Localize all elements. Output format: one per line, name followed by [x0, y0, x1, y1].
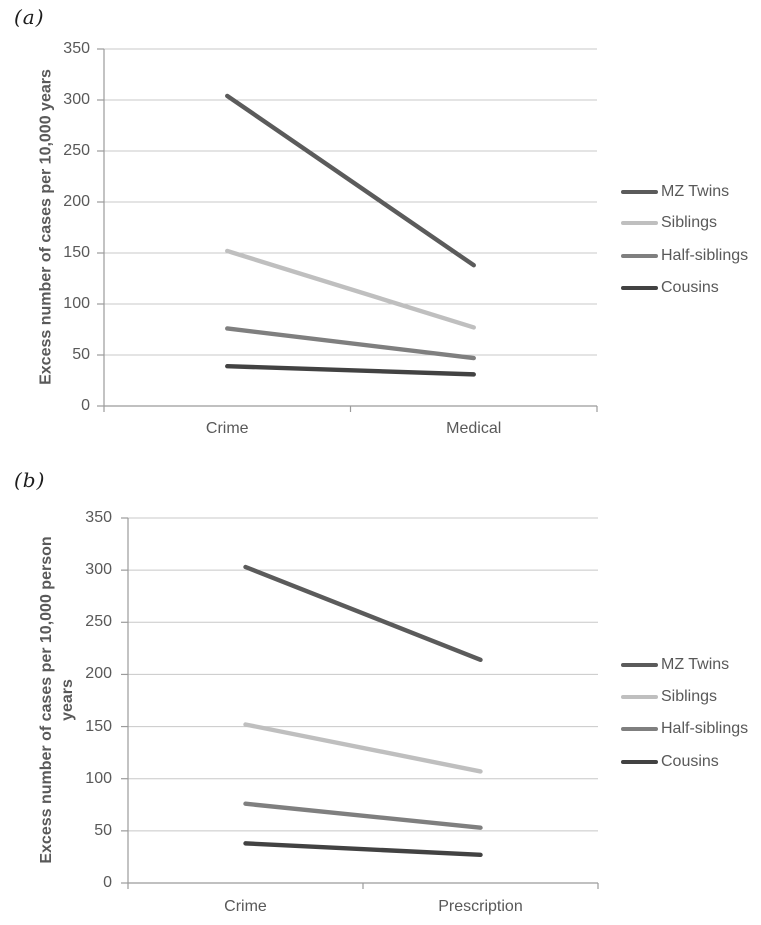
series-line-half-siblings	[225, 326, 476, 361]
y-axis-title-line: years	[59, 679, 76, 721]
y-tick-label: 250	[63, 142, 90, 159]
x-category-label: Prescription	[438, 898, 523, 915]
y-tick-label: 200	[85, 665, 112, 683]
x-category-label: Crime	[205, 420, 249, 437]
x-category-label: Crime	[224, 898, 267, 915]
legend-swatch-cousins	[621, 286, 658, 290]
series-line-siblings	[225, 248, 476, 330]
y-tick-label: 50	[94, 821, 112, 839]
legend-label-half-siblings: Half-siblings	[661, 247, 749, 264]
legend-swatch-half-siblings	[621, 727, 658, 731]
legend-label-cousins: Cousins	[661, 279, 719, 296]
y-tick-label: 300	[85, 561, 112, 579]
legend-swatch-siblings	[621, 221, 658, 225]
legend-swatch-half-siblings	[621, 254, 658, 258]
y-tick-label: 350	[85, 509, 112, 526]
y-tick-label: 200	[63, 193, 90, 210]
series-line-cousins	[225, 364, 476, 377]
y-axis-title: Excess number of cases per 10,000 years	[36, 69, 57, 385]
y-tick-label: 100	[63, 295, 90, 312]
legend-label-cousins: Cousins	[661, 753, 719, 770]
series-line-siblings	[243, 722, 483, 774]
panel-label-a: (a)	[14, 5, 45, 29]
series-line-cousins	[243, 841, 483, 858]
legend-label-siblings: Siblings	[661, 688, 718, 705]
legend-swatch-mz-twins	[621, 190, 658, 194]
legend-swatch-mz-twins	[621, 663, 658, 667]
y-tick-label: 0	[81, 397, 90, 414]
y-axis-title: Excess number of cases per 10,000 person…	[36, 536, 78, 863]
legend-swatch-siblings	[621, 695, 658, 699]
y-tick-label: 300	[63, 91, 90, 108]
legend-label-mz-twins: MZ Twins	[661, 183, 730, 200]
panel-label-b: (b)	[14, 468, 46, 492]
y-tick-label: 350	[63, 40, 90, 57]
legend-swatch-cousins	[621, 760, 658, 764]
y-tick-label: 100	[85, 769, 112, 787]
x-category-label: Medical	[446, 420, 502, 437]
legend-label-mz-twins: MZ Twins	[661, 656, 730, 673]
y-tick-label: 250	[85, 613, 112, 631]
series-line-half-siblings	[243, 801, 483, 830]
y-tick-label: 50	[72, 346, 90, 363]
legend-label-siblings: Siblings	[661, 214, 718, 231]
y-tick-label: 150	[85, 717, 112, 735]
y-tick-label: 0	[103, 874, 112, 891]
y-tick-label: 150	[63, 244, 90, 261]
series-line-mz-twins	[243, 564, 483, 663]
series-line-mz-twins	[225, 93, 476, 268]
y-axis-title-line: Excess number of cases per 10,000 years	[37, 69, 55, 385]
y-axis-title-line: Excess number of cases per 10,000 person	[38, 536, 55, 864]
legend-label-half-siblings: Half-siblings	[661, 720, 749, 737]
